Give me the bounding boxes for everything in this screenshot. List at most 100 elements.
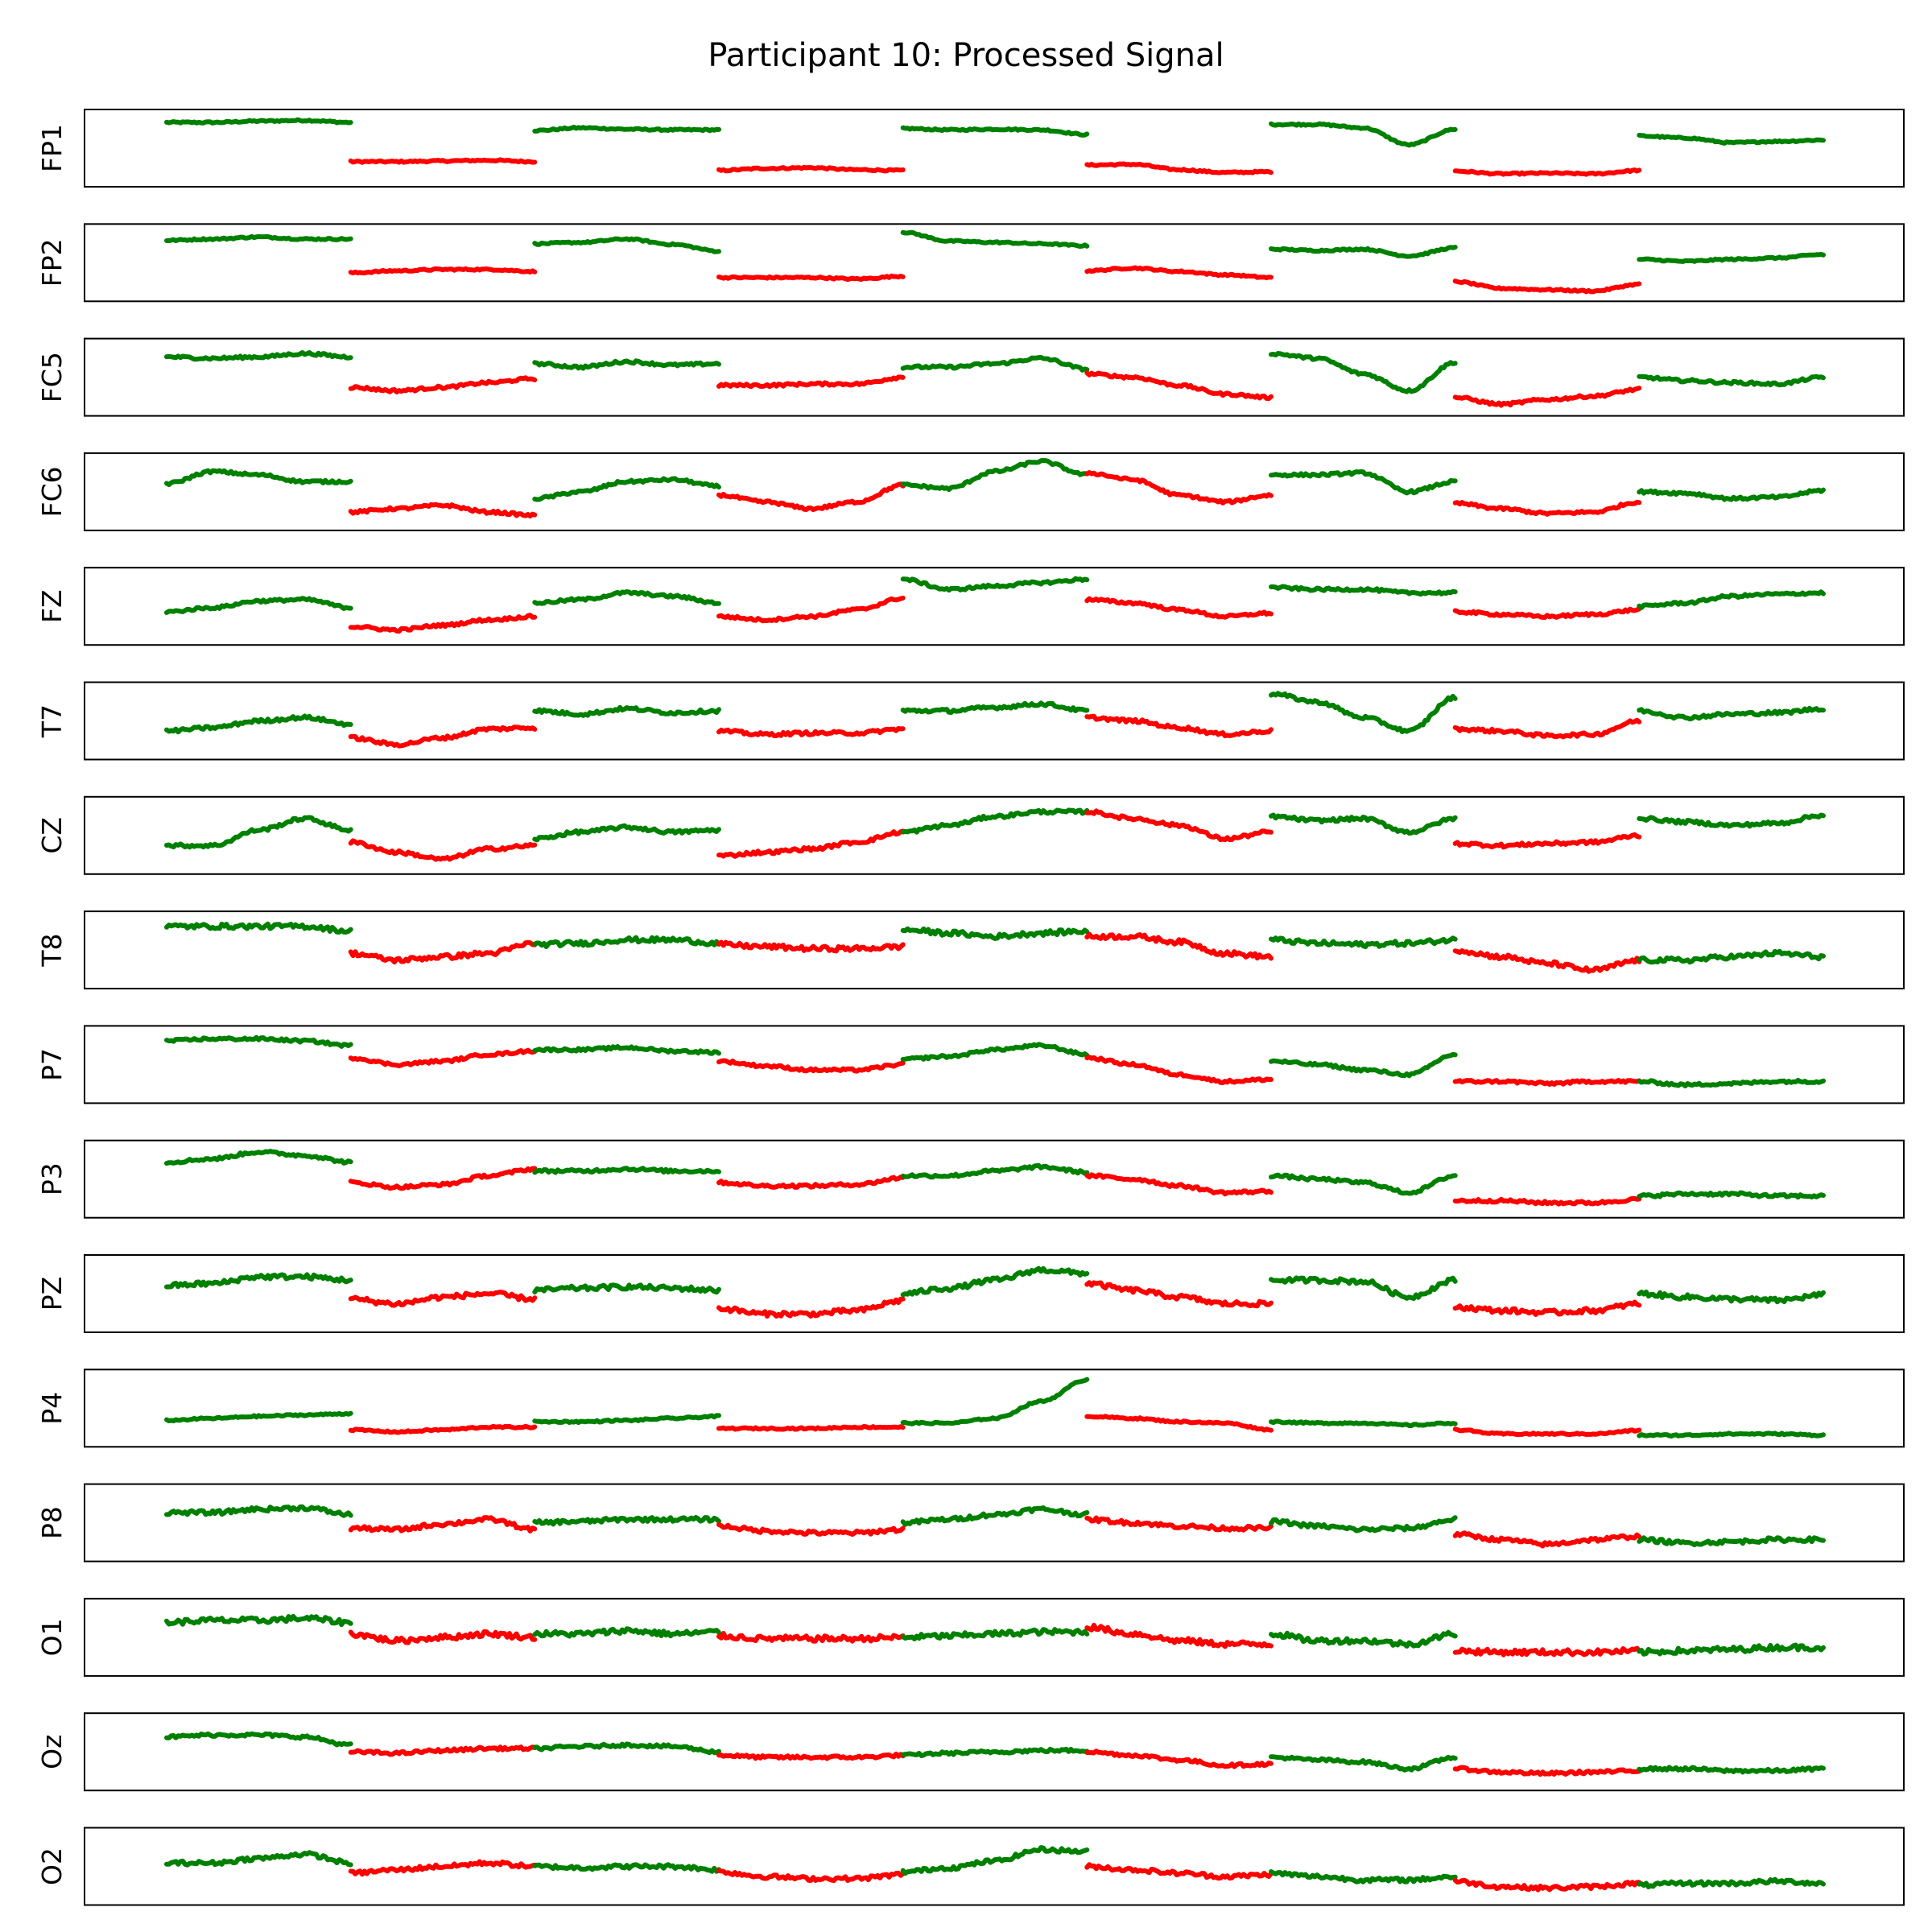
signal-segment [1452,279,1642,295]
signal-segment [1637,1535,1826,1548]
channel-label: P3 [36,1162,68,1195]
signal-segment [1269,812,1458,836]
signal-segment [1637,133,1826,146]
signal-segment [900,1505,1090,1527]
channel-label: FP2 [36,238,68,287]
signal-segment [1084,161,1274,175]
signal-segment [1084,1055,1274,1085]
signal-segment [900,1042,1090,1062]
signal-segment [1269,1754,1458,1773]
signal-segment [1452,1645,1642,1657]
channel-panel-oz: Oz [36,1712,1905,1792]
channel-panel-t7: T7 [36,681,1905,761]
signal-segment [900,1162,1090,1180]
signal-segment [1084,1172,1274,1197]
axes-frame [84,795,1905,875]
signal-segment [1269,1629,1458,1649]
signal-segment [1637,487,1826,502]
signal-segment [1452,1078,1642,1087]
signal-segment [1452,1426,1642,1438]
signal-segment [1269,1172,1458,1196]
signal-segment [1637,1765,1826,1775]
signal-segment [1452,1299,1642,1317]
signal-segment [348,1290,538,1308]
channel-panel-t8: T8 [36,910,1905,990]
signal-segment [716,1521,906,1537]
signal-segment [348,724,538,749]
signal-segment [1269,935,1458,950]
signal-segment [716,164,906,174]
signal-segment [1452,1765,1642,1777]
signal-segment [164,1731,353,1748]
signal-segment [164,350,353,362]
signal-segment [164,713,353,735]
axes-frame [84,1827,1905,1906]
signal-segment [1269,1275,1458,1302]
signal-segment [900,700,1090,715]
signal-segment [716,1868,906,1884]
signal-segment [716,1751,906,1761]
signal-segment [164,596,353,615]
signal-segment [164,921,353,935]
signal-segment [1269,469,1458,496]
chart-title: Participant 10: Processed Signal [708,37,1224,74]
axes-frame [84,1139,1905,1219]
channel-panel-p8: P8 [36,1483,1905,1563]
signal-segment [164,1272,353,1290]
channel-label: FC6 [36,466,68,517]
signal-segment [164,1034,353,1049]
signal-segment [532,476,721,502]
channel-label: P7 [36,1048,68,1081]
signal-segment [1084,808,1274,843]
signal-segment [532,236,721,254]
channel-label: FP1 [36,124,68,172]
signal-segment [716,1424,906,1432]
axes-frame [84,567,1905,646]
signal-segment [716,939,906,954]
channel-panel-fc6: FC6 [36,452,1905,531]
channel-panel-o1: O1 [36,1597,1905,1677]
channel-label: O1 [36,1618,68,1656]
channel-label: Oz [36,1735,68,1769]
signal-segment [348,939,538,965]
signal-segment [532,1514,721,1527]
signal-segment [532,1862,721,1874]
signal-segment [1452,832,1642,850]
signal-segment [348,613,538,634]
signal-segment [348,1629,538,1645]
channel-panel-pz: PZ [36,1254,1905,1333]
signal-segment [1637,812,1826,829]
signal-segment [532,1626,721,1639]
axes-frame [84,1025,1905,1104]
signal-segment [900,125,1090,138]
signal-segment [716,595,906,624]
signal-segment [900,576,1090,593]
signal-segment [716,726,906,739]
signal-segment [1084,265,1274,281]
signal-segment [532,823,721,843]
signal-segment [1084,1748,1274,1769]
signal-segment [1269,1051,1458,1079]
signal-segment [348,266,538,276]
channel-panels: FP1 FP2 FC5 FC6 FZ T7 CZ T8 P7 P3 PZ P4 P8 O1 Oz O2 [36,109,1905,1906]
axes-frame [84,452,1905,531]
signal-segment [164,1613,353,1628]
signal-segment [1084,1414,1274,1433]
channel-panel-p4: P4 [36,1368,1905,1448]
axes-frame [84,1483,1905,1563]
channel-label: FZ [36,589,68,623]
signal-segment [1084,713,1274,739]
signal-segment [1452,1195,1642,1207]
signal-segment [532,1044,721,1056]
signal-segment [1637,252,1826,264]
signal-segment [1269,1869,1458,1885]
signal-segment [1269,691,1458,735]
signal-segment [348,838,538,862]
signal-segment [1269,1418,1458,1428]
signal-segment [1452,948,1642,974]
signal-segment [1637,1190,1826,1200]
signal-segment [900,355,1090,373]
signal-segment [900,807,1090,835]
signal-segment [532,1413,721,1426]
signal-segment [348,1423,538,1435]
